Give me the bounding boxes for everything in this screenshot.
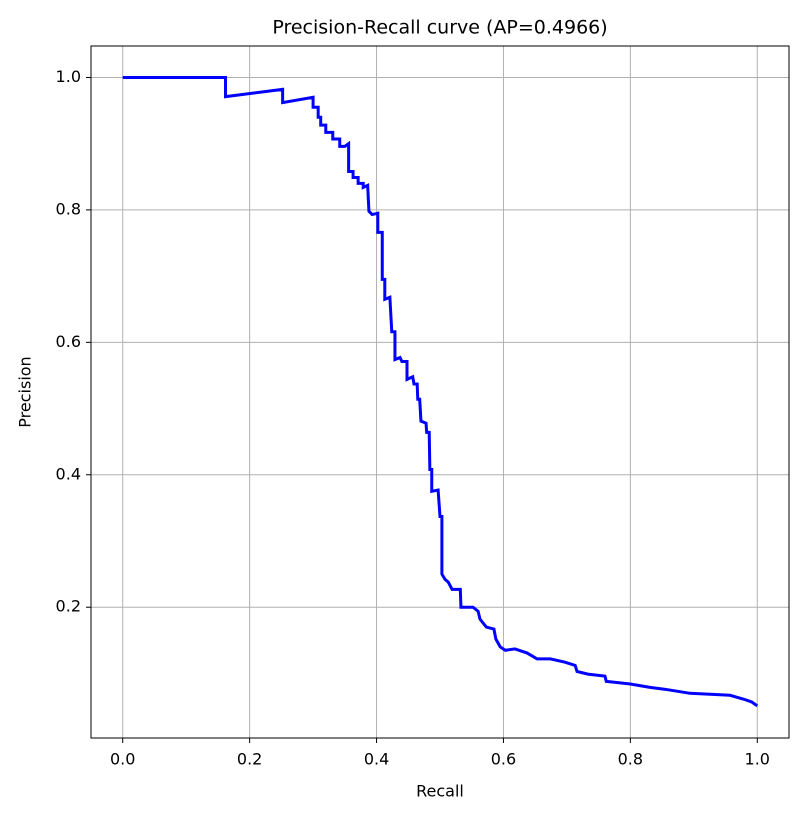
x-tick-label: 0.2 (237, 750, 262, 769)
x-tick-label: 0.0 (110, 750, 135, 769)
x-tick-label: 1.0 (745, 750, 770, 769)
y-tick-label: 1.0 (56, 67, 81, 86)
chart-title: Precision-Recall curve (AP=0.4966) (272, 17, 607, 39)
x-tick-label: 0.8 (618, 750, 643, 769)
x-axis-label: Recall (416, 782, 464, 801)
y-tick-label: 0.2 (56, 597, 81, 616)
plot-frame (90, 45, 790, 739)
y-tick-label: 0.8 (56, 199, 81, 218)
y-tick-label: 0.4 (56, 464, 81, 483)
x-tick-label: 0.4 (364, 750, 389, 769)
x-tick-label: 0.6 (491, 750, 516, 769)
y-axis-label: Precision (16, 356, 35, 427)
pr-curve (122, 75, 759, 708)
y-tick-label: 0.6 (56, 332, 81, 351)
